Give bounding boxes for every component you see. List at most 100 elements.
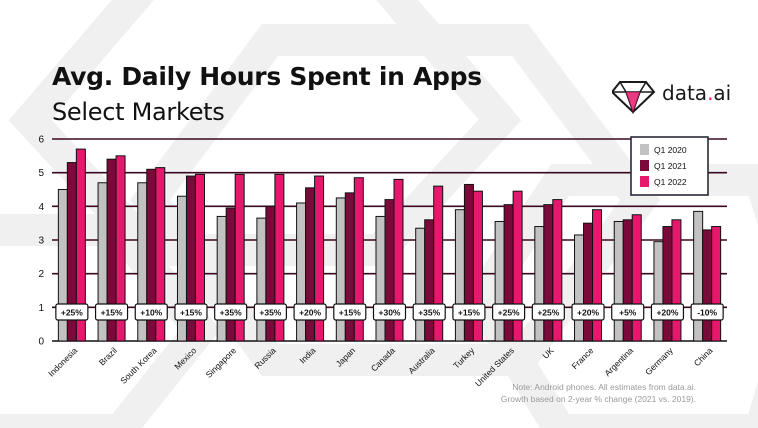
growth-label-box bbox=[214, 303, 248, 321]
y-tick-label: 2 bbox=[38, 269, 44, 280]
bar bbox=[234, 173, 245, 342]
growth-label-box bbox=[253, 303, 287, 321]
x-tick-label: India bbox=[297, 345, 317, 365]
bar bbox=[216, 215, 227, 342]
growth-label: +25% bbox=[537, 308, 559, 318]
growth-label: +10% bbox=[140, 308, 162, 318]
bar bbox=[512, 190, 523, 342]
diamond-logo-icon bbox=[610, 81, 656, 115]
logo-wordmark: data.ai bbox=[662, 81, 731, 105]
x-tick-label: Indonesia bbox=[46, 345, 79, 378]
bar bbox=[265, 205, 276, 342]
growth-label-box bbox=[333, 303, 367, 321]
y-tick-label: 1 bbox=[38, 303, 44, 314]
growth-label: +35% bbox=[220, 308, 242, 318]
growth-label: +35% bbox=[259, 308, 281, 318]
y-tick-label: 4 bbox=[38, 202, 44, 213]
bar bbox=[353, 177, 364, 342]
y-tick-label: 0 bbox=[38, 337, 44, 348]
y-tick-label: 5 bbox=[38, 168, 44, 179]
growth-label: +15% bbox=[180, 308, 202, 318]
growth-label-box bbox=[55, 303, 89, 321]
growth-label-box bbox=[94, 303, 129, 321]
growth-label-box bbox=[531, 303, 565, 321]
footnote-line-2: Growth based on 2-year % change (2021 vs… bbox=[500, 394, 696, 404]
bar bbox=[415, 227, 426, 342]
bar bbox=[494, 220, 505, 342]
growth-label: +20% bbox=[577, 308, 599, 318]
x-tick-label: Turkey bbox=[451, 345, 477, 371]
growth-label: +15% bbox=[458, 308, 480, 318]
bar bbox=[613, 220, 624, 342]
growth-label: +20% bbox=[299, 308, 321, 318]
bar bbox=[631, 214, 642, 342]
logo-dot: . bbox=[707, 81, 714, 105]
growth-label: +35% bbox=[418, 308, 440, 318]
bar bbox=[314, 175, 325, 342]
x-tick-label: South Korea bbox=[118, 345, 159, 386]
x-tick-label: Brazil bbox=[97, 345, 119, 367]
bar bbox=[433, 185, 444, 342]
growth-label-box bbox=[571, 303, 605, 321]
bar bbox=[155, 167, 166, 342]
growth-label: +25% bbox=[498, 308, 520, 318]
growth-label-box bbox=[174, 303, 208, 321]
bar bbox=[662, 226, 673, 342]
legend-label: Q1 2021 bbox=[654, 161, 687, 171]
x-tick-label: Singapore bbox=[204, 345, 239, 380]
bar bbox=[225, 207, 236, 342]
bar bbox=[375, 215, 386, 342]
legend-swatch bbox=[640, 144, 649, 155]
growth-label-box bbox=[412, 303, 446, 321]
bar bbox=[653, 241, 664, 342]
bar bbox=[472, 190, 483, 342]
x-tick-label: Canada bbox=[369, 345, 397, 373]
bar bbox=[454, 209, 465, 342]
bar bbox=[592, 209, 603, 342]
y-tick-label: 3 bbox=[38, 236, 44, 247]
growth-label: +20% bbox=[656, 308, 678, 318]
growth-label-box bbox=[650, 303, 685, 321]
bar bbox=[75, 148, 86, 342]
growth-label-box bbox=[452, 303, 486, 321]
growth-label-box bbox=[134, 303, 168, 321]
x-tick-label: Mexico bbox=[172, 345, 198, 371]
bar bbox=[671, 219, 682, 342]
x-tick-label: Germany bbox=[643, 345, 675, 377]
x-tick-label: Russia bbox=[252, 345, 278, 371]
x-tick-label: UK bbox=[540, 345, 556, 361]
growth-label-box bbox=[492, 303, 526, 321]
growth-label-box bbox=[611, 303, 645, 321]
x-tick-label: Argentina bbox=[602, 345, 635, 378]
bar bbox=[393, 178, 404, 342]
y-tick-label: 6 bbox=[38, 135, 44, 146]
bar bbox=[534, 226, 545, 342]
growth-label: +25% bbox=[61, 308, 83, 318]
legend-label: Q1 2020 bbox=[654, 145, 687, 155]
bar bbox=[194, 173, 205, 342]
growth-label: +15% bbox=[339, 308, 361, 318]
x-tick-label: Japan bbox=[334, 345, 358, 369]
bar bbox=[424, 219, 435, 342]
bar bbox=[583, 222, 594, 342]
growth-label: -10% bbox=[697, 308, 717, 318]
growth-label: +15% bbox=[101, 308, 123, 318]
footnote: Note: Android phones. All estimates from… bbox=[501, 381, 696, 405]
growth-label-box bbox=[293, 303, 327, 321]
legend-swatch bbox=[640, 176, 649, 187]
logo-suffix: ai bbox=[713, 81, 732, 105]
bar bbox=[552, 199, 563, 342]
data-ai-logo: data.ai bbox=[610, 72, 742, 116]
x-tick-label: China bbox=[692, 345, 715, 368]
legend-label: Q1 2022 bbox=[654, 177, 687, 187]
x-tick-label: France bbox=[570, 345, 596, 371]
bar bbox=[702, 229, 713, 342]
bar bbox=[693, 210, 704, 342]
growth-label-box bbox=[690, 303, 724, 321]
bar bbox=[574, 234, 585, 342]
bar bbox=[115, 155, 126, 342]
growth-label-box bbox=[372, 303, 407, 321]
chart-title: Avg. Daily Hours Spent in Apps bbox=[52, 62, 482, 91]
bar bbox=[711, 226, 722, 342]
